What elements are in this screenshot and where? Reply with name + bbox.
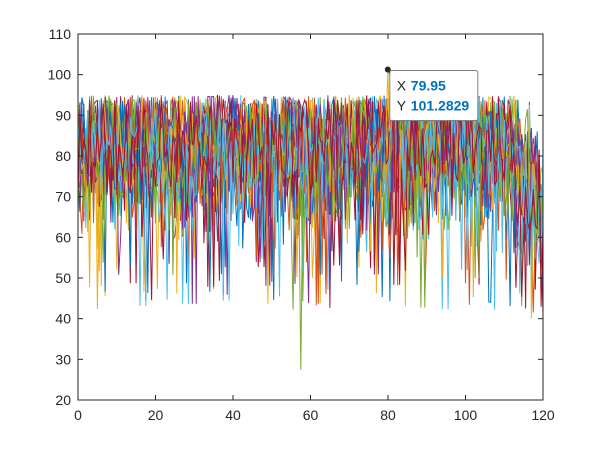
datatip-x-label: X — [397, 77, 407, 93]
x-tick-label: 20 — [148, 407, 164, 423]
series-line — [77, 94, 544, 307]
y-tick-label: 90 — [55, 107, 71, 123]
y-tick-label: 80 — [55, 148, 71, 164]
x-tick-label: 100 — [454, 407, 478, 423]
y-tick-label: 30 — [55, 351, 71, 367]
datatip-box — [389, 69, 479, 121]
datatip[interactable]: X 79.95 Y 101.2829 — [384, 66, 479, 121]
y-tick-label: 70 — [55, 189, 71, 205]
y-tick-label: 40 — [55, 311, 71, 327]
x-tick-label: 0 — [74, 407, 82, 423]
datatip-marker[interactable] — [384, 66, 391, 73]
series-line — [298, 188, 304, 370]
y-tick-label: 20 — [55, 392, 71, 408]
y-tick-label: 110 — [49, 26, 72, 42]
y-tick-label: 100 — [48, 67, 72, 83]
datatip-y-label: Y — [397, 97, 407, 113]
x-tick-label: 40 — [225, 407, 241, 423]
series-layer — [77, 69, 544, 370]
x-tick-label: 80 — [380, 407, 396, 423]
datatip-y-value: 101.2829 — [411, 97, 470, 113]
y-tick-label: 50 — [55, 270, 71, 286]
series-line — [77, 95, 544, 308]
y-tick-label: 60 — [55, 229, 71, 245]
datatip-x-value: 79.95 — [411, 77, 446, 93]
x-tick-label: 120 — [531, 407, 555, 423]
x-tick-label: 60 — [303, 407, 319, 423]
